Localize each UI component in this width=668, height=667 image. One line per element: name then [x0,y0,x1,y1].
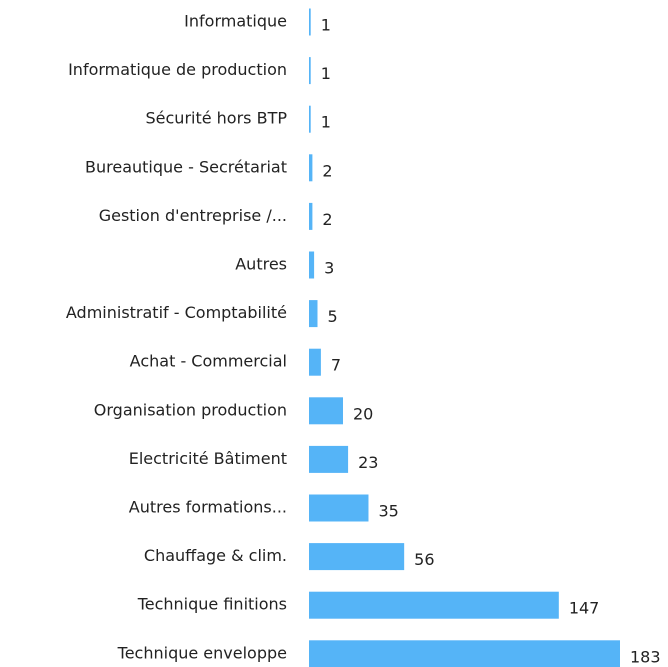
bar [309,494,369,522]
bar [309,300,318,328]
value-label: 183 [630,647,661,666]
bar [309,105,311,133]
bar [309,543,405,571]
category-label: Autres [235,255,287,274]
bar [309,591,559,619]
bar [309,57,311,85]
bar [309,251,315,279]
category-label: Technique finitions [137,595,287,614]
category-label: Organisation production [94,400,287,419]
category-label: Gestion d'entreprise /... [99,206,287,225]
value-label: 5 [327,307,337,326]
value-label: 1 [321,113,331,132]
bar [309,8,311,36]
category-label: Electricité Bâtiment [129,449,287,468]
category-label: Technique enveloppe [117,643,287,662]
value-label: 23 [358,453,378,472]
value-label: 147 [569,599,600,618]
bar [309,397,343,425]
category-label: Informatique [184,12,287,31]
value-label: 7 [331,356,341,375]
value-label: 2 [322,161,332,180]
category-label: Informatique de production [68,60,287,79]
category-label: Autres formations... [129,498,287,517]
bar [309,445,349,473]
category-label: Bureautique - Secrétariat [85,157,287,176]
value-label: 3 [324,259,334,278]
value-label: 2 [322,210,332,229]
value-label: 35 [378,502,398,521]
bar [309,154,313,182]
value-label: 20 [353,404,373,423]
category-label: Administratif - Comptabilité [66,303,287,322]
bar [309,640,620,667]
value-label: 56 [414,550,434,569]
category-label: Sécurité hors BTP [146,109,288,128]
category-label: Chauffage & clim. [144,546,287,565]
category-label: Achat - Commercial [130,352,287,371]
value-label: 1 [321,16,331,35]
bar [309,348,321,376]
value-label: 1 [321,64,331,83]
bar [309,202,313,230]
